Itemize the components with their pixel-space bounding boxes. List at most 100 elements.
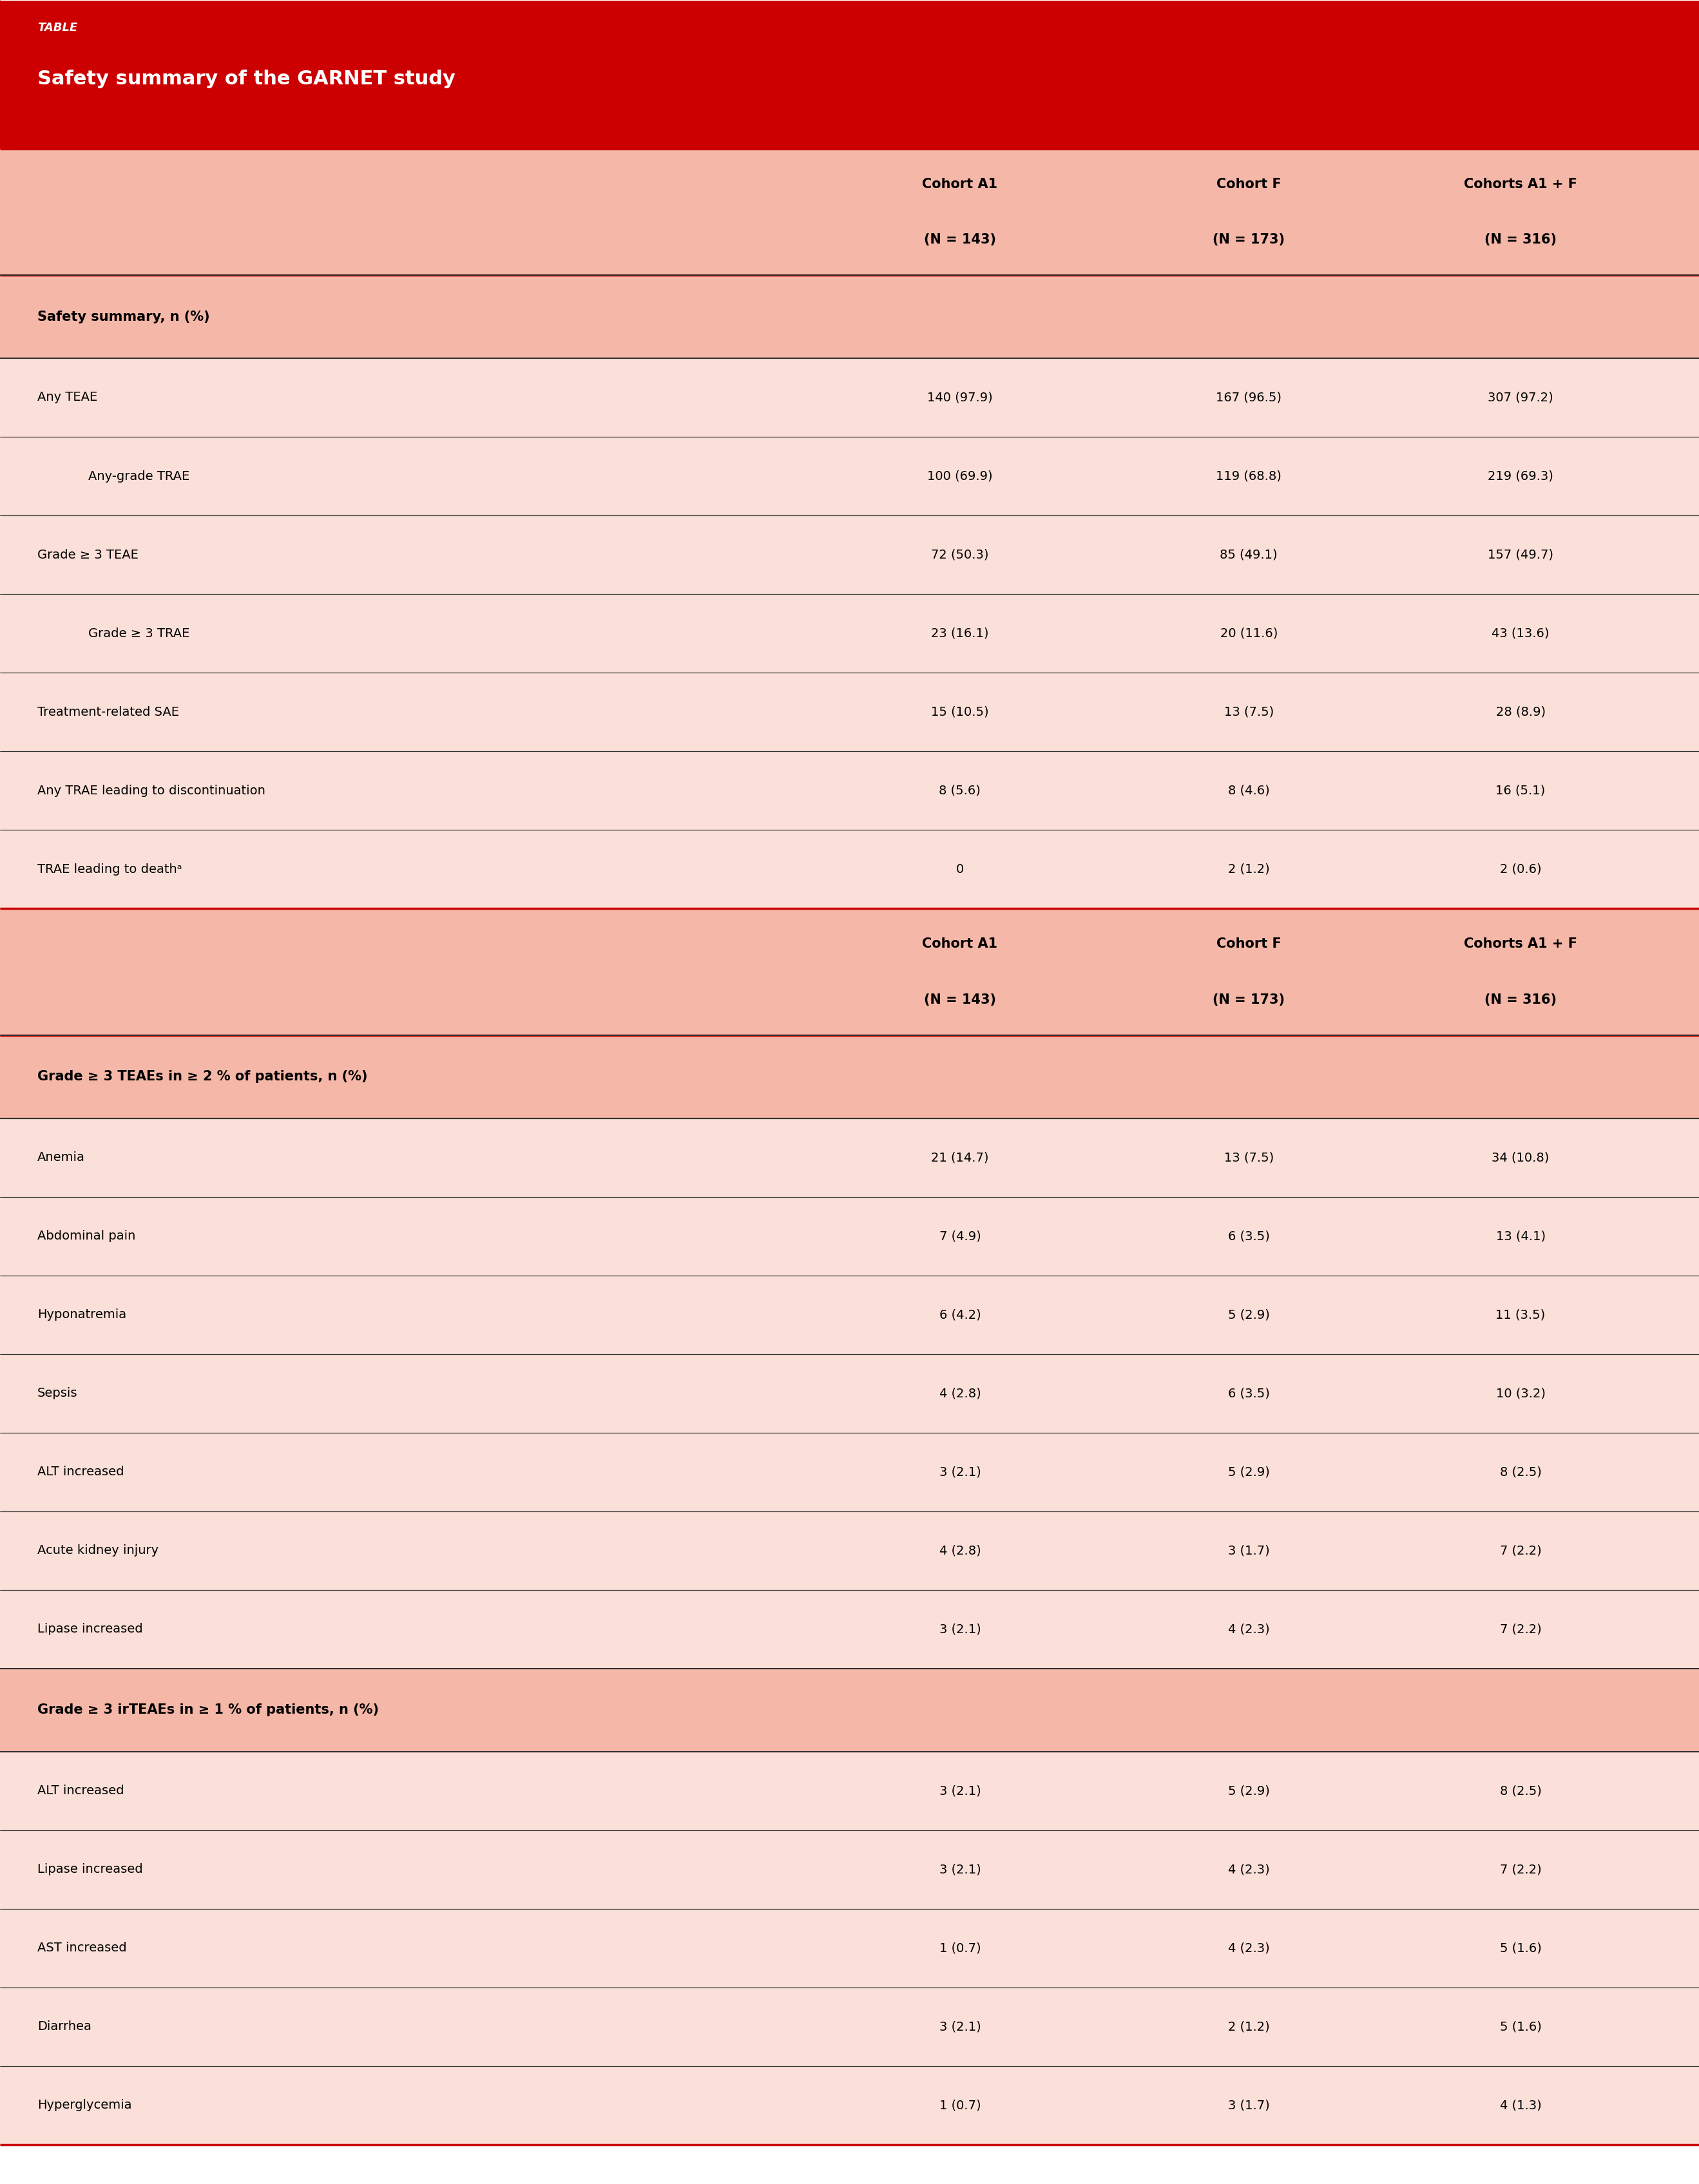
Text: Hyperglycemia: Hyperglycemia: [37, 2099, 133, 2112]
Text: 5 (2.9): 5 (2.9): [1228, 1465, 1269, 1479]
Text: 8 (4.6): 8 (4.6): [1228, 784, 1269, 797]
Text: 8 (5.6): 8 (5.6): [940, 784, 980, 797]
Text: Cohorts A1 + F: Cohorts A1 + F: [1465, 937, 1577, 950]
Bar: [0, 149, 1699, 275]
Text: 5 (2.9): 5 (2.9): [1228, 1308, 1269, 1321]
Text: 8 (2.5): 8 (2.5): [1500, 1784, 1541, 1797]
Text: Any-grade TRAE: Any-grade TRAE: [88, 470, 190, 483]
Text: 13 (7.5): 13 (7.5): [1223, 705, 1274, 719]
Text: 10 (3.2): 10 (3.2): [1495, 1387, 1546, 1400]
Bar: [0, 1433, 1699, 1511]
Text: (N = 316): (N = 316): [1485, 994, 1556, 1007]
Text: Cohorts A1 + F: Cohorts A1 + F: [1465, 177, 1577, 190]
Text: Sepsis: Sepsis: [37, 1387, 78, 1400]
Bar: [0, 1118, 1699, 1197]
Text: ALT increased: ALT increased: [37, 1465, 124, 1479]
Bar: [0, 751, 1699, 830]
Bar: [0, 1035, 1699, 1118]
Bar: [0, 1511, 1699, 1590]
Bar: [0, 594, 1699, 673]
Text: 5 (2.9): 5 (2.9): [1228, 1784, 1269, 1797]
Text: 28 (8.9): 28 (8.9): [1495, 705, 1546, 719]
Bar: [0, 1354, 1699, 1433]
Text: (N = 173): (N = 173): [1213, 234, 1284, 247]
Text: AST increased: AST increased: [37, 1942, 127, 1955]
Text: 3 (2.1): 3 (2.1): [940, 1465, 980, 1479]
Text: 4 (2.8): 4 (2.8): [940, 1387, 980, 1400]
Text: 6 (3.5): 6 (3.5): [1228, 1230, 1269, 1243]
Text: 157 (49.7): 157 (49.7): [1488, 548, 1553, 561]
Text: Grade ≥ 3 TRAE: Grade ≥ 3 TRAE: [88, 627, 190, 640]
Bar: [0, 358, 1699, 437]
Text: TABLE: TABLE: [37, 22, 78, 33]
Text: 7 (2.2): 7 (2.2): [1500, 1623, 1541, 1636]
Bar: [0, 830, 1699, 909]
Bar: [0, 275, 1699, 358]
Text: Lipase increased: Lipase increased: [37, 1623, 143, 1636]
Text: 7 (2.2): 7 (2.2): [1500, 1544, 1541, 1557]
Text: (N = 143): (N = 143): [924, 994, 996, 1007]
Text: 5 (1.6): 5 (1.6): [1500, 1942, 1541, 1955]
Text: 7 (4.9): 7 (4.9): [940, 1230, 980, 1243]
Bar: [0, 673, 1699, 751]
Text: 2 (1.2): 2 (1.2): [1228, 2020, 1269, 2033]
Text: 72 (50.3): 72 (50.3): [931, 548, 989, 561]
Text: Grade ≥ 3 TEAE: Grade ≥ 3 TEAE: [37, 548, 138, 561]
Text: 3 (2.1): 3 (2.1): [940, 1784, 980, 1797]
Bar: [0, 1752, 1699, 1830]
Text: 0: 0: [957, 863, 963, 876]
Text: Grade ≥ 3 TEAEs in ≥ 2 % of patients, n (%): Grade ≥ 3 TEAEs in ≥ 2 % of patients, n …: [37, 1070, 367, 1083]
Bar: [0, 1197, 1699, 1275]
Text: Any TRAE leading to discontinuation: Any TRAE leading to discontinuation: [37, 784, 265, 797]
Text: 219 (69.3): 219 (69.3): [1488, 470, 1553, 483]
Text: 7 (2.2): 7 (2.2): [1500, 1863, 1541, 1876]
Text: 3 (1.7): 3 (1.7): [1228, 2099, 1269, 2112]
Bar: [0, 515, 1699, 594]
Text: 85 (49.1): 85 (49.1): [1220, 548, 1278, 561]
Bar: [0, 1669, 1699, 1752]
Bar: [0, 1275, 1699, 1354]
Text: 119 (68.8): 119 (68.8): [1216, 470, 1281, 483]
Bar: [0, 909, 1699, 1035]
Text: 2 (1.2): 2 (1.2): [1228, 863, 1269, 876]
Bar: [0, 2066, 1699, 2145]
Text: 13 (7.5): 13 (7.5): [1223, 1151, 1274, 1164]
Text: 23 (16.1): 23 (16.1): [931, 627, 989, 640]
Text: (N = 173): (N = 173): [1213, 994, 1284, 1007]
Text: 20 (11.6): 20 (11.6): [1220, 627, 1278, 640]
Text: 100 (69.9): 100 (69.9): [928, 470, 992, 483]
Text: 16 (5.1): 16 (5.1): [1495, 784, 1546, 797]
Text: 15 (10.5): 15 (10.5): [931, 705, 989, 719]
Text: (N = 316): (N = 316): [1485, 234, 1556, 247]
Bar: [0, 437, 1699, 515]
Bar: [0, 1830, 1699, 1909]
Bar: [0, 1987, 1699, 2066]
Text: Cohort A1: Cohort A1: [923, 177, 997, 190]
Text: 43 (13.6): 43 (13.6): [1492, 627, 1549, 640]
Text: 11 (3.5): 11 (3.5): [1495, 1308, 1546, 1321]
Text: TRAE leading to deathᵃ: TRAE leading to deathᵃ: [37, 863, 182, 876]
Text: 6 (3.5): 6 (3.5): [1228, 1387, 1269, 1400]
Text: 1 (0.7): 1 (0.7): [940, 2099, 980, 2112]
Text: 167 (96.5): 167 (96.5): [1216, 391, 1281, 404]
Text: 6 (4.2): 6 (4.2): [940, 1308, 980, 1321]
Text: 140 (97.9): 140 (97.9): [928, 391, 992, 404]
Text: Cohort F: Cohort F: [1216, 937, 1281, 950]
Text: Lipase increased: Lipase increased: [37, 1863, 143, 1876]
Text: 13 (4.1): 13 (4.1): [1495, 1230, 1546, 1243]
Text: 34 (10.8): 34 (10.8): [1492, 1151, 1549, 1164]
Text: Anemia: Anemia: [37, 1151, 85, 1164]
Text: Diarrhea: Diarrhea: [37, 2020, 92, 2033]
Text: Cohort A1: Cohort A1: [923, 937, 997, 950]
Text: Safety summary, n (%): Safety summary, n (%): [37, 310, 209, 323]
Text: Acute kidney injury: Acute kidney injury: [37, 1544, 158, 1557]
Text: 1 (0.7): 1 (0.7): [940, 1942, 980, 1955]
Text: 2 (0.6): 2 (0.6): [1500, 863, 1541, 876]
Text: Hyponatremia: Hyponatremia: [37, 1308, 126, 1321]
Text: 4 (2.3): 4 (2.3): [1228, 1863, 1269, 1876]
Text: Cohort F: Cohort F: [1216, 177, 1281, 190]
Text: Any TEAE: Any TEAE: [37, 391, 97, 404]
Bar: [0, 1590, 1699, 1669]
Text: 3 (2.1): 3 (2.1): [940, 1623, 980, 1636]
Text: 3 (2.1): 3 (2.1): [940, 1863, 980, 1876]
